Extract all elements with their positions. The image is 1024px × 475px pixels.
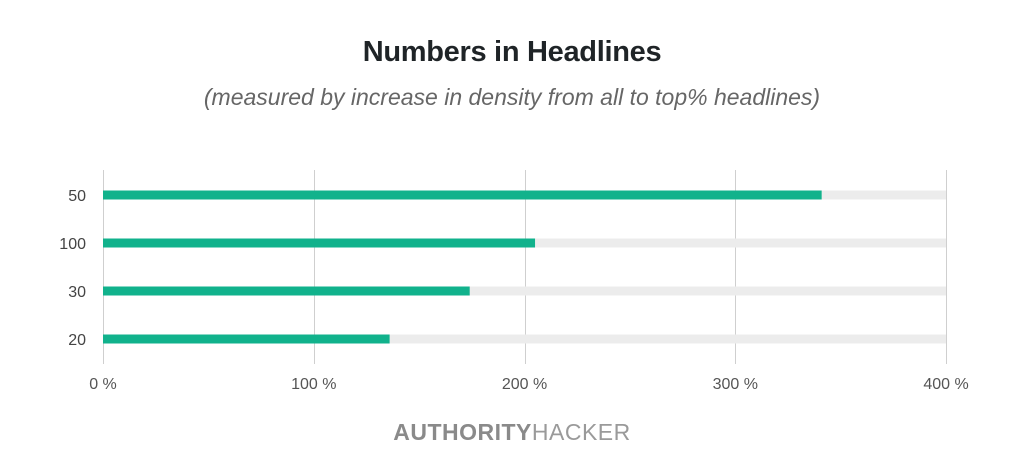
grid-lines	[103, 170, 947, 364]
category-label: 30	[68, 284, 86, 301]
category-label: 100	[59, 236, 86, 253]
brand-logo-authority: AUTHORITY	[393, 419, 532, 445]
brand-logo: AUTHORITYHACKER	[0, 419, 1024, 446]
x-tick-label: 100 %	[291, 376, 336, 393]
bar-track	[103, 334, 946, 344]
bar	[103, 190, 822, 200]
brand-logo-hacker: HACKER	[531, 419, 631, 445]
x-tick-label: 300 %	[713, 376, 758, 393]
bar	[103, 286, 470, 296]
category-label: 20	[68, 332, 86, 349]
x-tick-label: 200 %	[502, 376, 547, 393]
category-labels: 50 100 30 20	[59, 188, 86, 349]
chart-subtitle: (measured by increase in density from al…	[203, 84, 821, 110]
x-tick-label: 0 %	[89, 376, 117, 393]
bar-track	[103, 286, 946, 296]
x-tick-label: 400 %	[923, 376, 968, 393]
category-label: 50	[68, 188, 86, 205]
bar	[103, 334, 390, 344]
bar-tracks	[103, 190, 946, 344]
chart-title: Numbers in Headlines	[362, 36, 662, 68]
x-tick-labels: 0 % 100 % 200 % 300 % 400 %	[89, 376, 968, 393]
bars	[103, 190, 822, 344]
bar	[103, 238, 536, 248]
